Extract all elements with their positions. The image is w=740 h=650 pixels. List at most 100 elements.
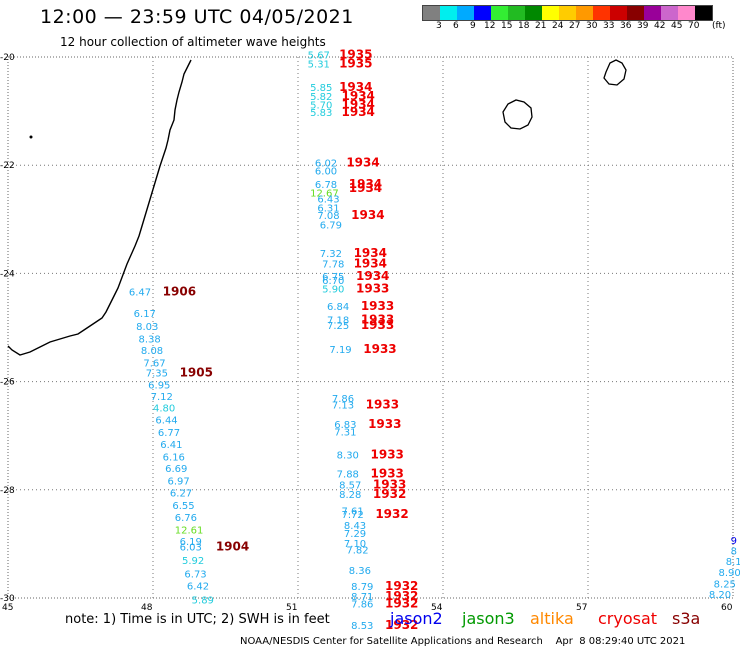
pass-time-label: 1934	[351, 208, 384, 222]
wave-height-value: 7.12	[151, 392, 173, 403]
wave-height-value: 8.36	[349, 566, 371, 577]
graticule-grid	[7, 56, 734, 599]
wave-height-value: 6.03	[180, 543, 202, 554]
latitude-label: -28	[0, 486, 15, 496]
color-swatch	[559, 6, 576, 20]
color-swatch	[508, 6, 525, 20]
wave-height-value: 5.70	[310, 101, 332, 112]
color-scale-label: 3	[436, 21, 442, 31]
wave-height-value: 6.31	[317, 203, 339, 214]
latitude-label: -20	[0, 53, 15, 63]
latitude-label: -26	[0, 378, 15, 388]
color-scale-label: 15	[501, 21, 513, 31]
latitude-label: -30	[0, 594, 15, 604]
wave-height-value: 8.71	[351, 592, 373, 603]
color-scale-label: 9	[470, 21, 476, 31]
wave-height-value: 7.72	[342, 510, 364, 521]
wave-height-value: 5.89	[192, 596, 214, 607]
pass-time-label: 1905	[180, 365, 213, 379]
footer-credit: NOAA/NESDIS Center for Satellite Applica…	[240, 636, 686, 647]
wave-height-value: 6.78	[315, 180, 337, 191]
wave-height-value: 7.35	[146, 368, 168, 379]
color-scale-label: 33	[603, 21, 615, 31]
wave-height-value: 6.76	[175, 513, 197, 524]
wave-height-value: 6.43	[317, 195, 339, 206]
longitude-label: 60	[721, 603, 733, 613]
color-swatch	[440, 6, 457, 20]
pass-time-label: 1933	[368, 417, 401, 431]
satellite-label-jason3: jason3	[462, 609, 515, 628]
wave-height-value: 6.75	[322, 272, 344, 283]
color-scale-label: 18	[518, 21, 530, 31]
wave-height-value: 6.17	[134, 309, 156, 320]
longitude-label: 45	[2, 603, 13, 613]
wave-height-value: 12.61	[175, 525, 204, 536]
reunion-island	[502, 99, 533, 130]
wave-height-value: 6.84	[327, 302, 349, 313]
wave-height-value: 8.79	[351, 582, 373, 593]
madagascar-coastline	[7, 59, 192, 356]
pass-time-label: 1933	[371, 448, 404, 462]
wave-height-value: 8.43	[344, 521, 366, 532]
wave-height-value: 6.95	[148, 380, 170, 391]
pass-time-label: 1932	[375, 507, 408, 521]
wave-height-value: 6.73	[184, 570, 206, 581]
wave-height-value: 8.20	[709, 590, 731, 601]
wave-height-value: 6.16	[163, 452, 185, 463]
wave-height-value: 6.69	[165, 464, 187, 475]
color-scale-label: 45	[671, 21, 683, 31]
wave-height-value: 5.90	[322, 285, 344, 296]
map-title: 12:00 — 23:59 UTC 04/05/2021	[40, 6, 354, 28]
color-swatch	[661, 6, 678, 20]
color-scale-unit: (ft)	[712, 21, 726, 31]
wave-height-value: 8.90	[719, 568, 740, 579]
wave-height-value: 7.31	[334, 427, 356, 438]
wave-height-value: 7.25	[327, 321, 349, 332]
color-swatch	[593, 6, 610, 20]
satellite-label-cryosat: cryosat	[598, 609, 658, 628]
wave-height-value: 6.97	[168, 477, 190, 488]
color-swatch	[644, 6, 661, 20]
wave-height-value: 6.70	[322, 276, 344, 287]
pass-time-label: 1934	[349, 181, 382, 195]
color-scale-label: 36	[620, 21, 632, 31]
wave-height-value: 8.30	[337, 451, 359, 462]
axis-labels: 45 48 51 54 57 60 -20 -22 -24 -26 -28 -30	[0, 53, 733, 613]
color-scale-label: 21	[535, 21, 547, 31]
color-scale-label: 12	[484, 21, 496, 31]
color-scale-label: 70	[688, 21, 700, 31]
pass-time-label: 1934	[342, 89, 375, 103]
pass-time-label: 1934	[356, 269, 389, 283]
wave-height-value: 6.77	[158, 428, 180, 439]
longitude-label: 51	[286, 603, 297, 613]
wave-height-value: 8.28	[339, 490, 361, 501]
wave-height-value: 7.32	[320, 249, 342, 260]
wave-height-value: 5.85	[310, 83, 332, 94]
color-swatch	[457, 6, 474, 20]
wave-height-value: 8.53	[351, 621, 373, 632]
map-subtitle: 12 hour collection of altimeter wave hei…	[60, 35, 326, 49]
color-swatch	[695, 6, 712, 20]
wave-height-value: 7.86	[332, 394, 354, 405]
pass-time-label: 1934	[346, 155, 379, 169]
wave-height-value: 7.67	[143, 359, 165, 370]
wave-height-value: 5.31	[308, 59, 330, 70]
wave-height-value: 5.82	[310, 92, 332, 103]
wave-height-value: 6.42	[187, 582, 209, 593]
satellite-label-s3a: s3a	[672, 609, 701, 628]
wave-height-value: 7.86	[351, 599, 373, 610]
wave-height-value: 7.08	[317, 211, 339, 222]
pass-time-label: 1904	[216, 540, 249, 554]
latitude-label: -22	[0, 161, 15, 171]
pass-time-label: 1932	[385, 618, 418, 632]
pass-time-label: 1933	[371, 467, 404, 481]
pass-time-label: 1933	[361, 299, 394, 313]
wave-height-value: 6.19	[180, 537, 202, 548]
color-scale-label: 24	[552, 21, 564, 31]
wave-height-value: 5.67	[308, 50, 330, 61]
wave-height-value: 8.25	[714, 579, 736, 590]
wave-height-value: 9	[731, 536, 737, 547]
wave-height-value: 6.79	[320, 221, 342, 232]
pass-time-label: 1933	[361, 318, 394, 332]
